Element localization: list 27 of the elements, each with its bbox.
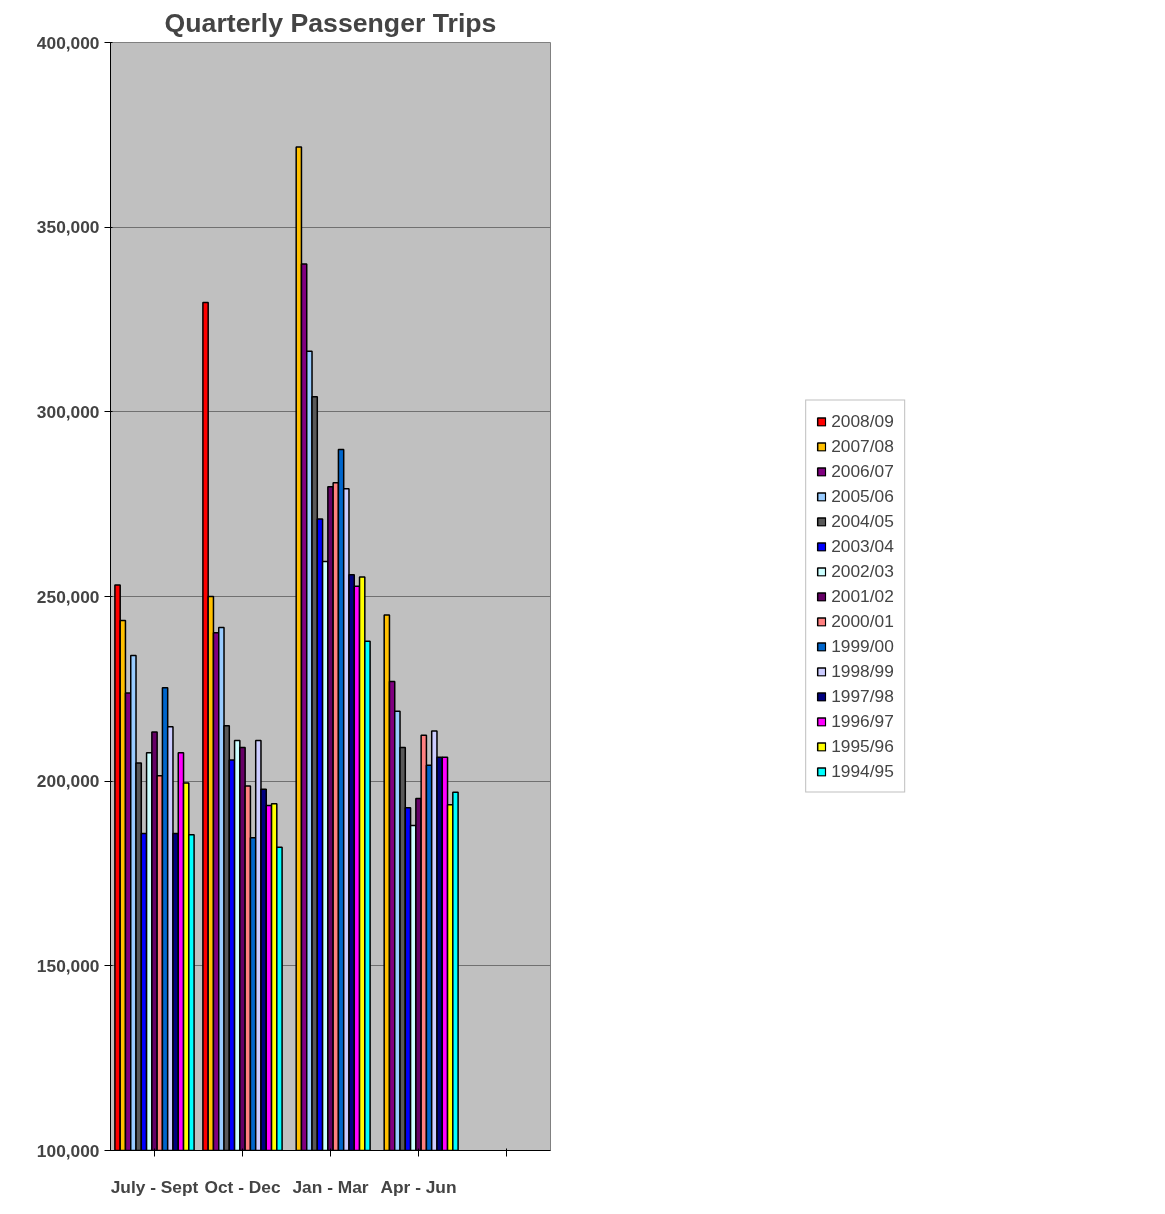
legend-label: 1996/97	[831, 710, 894, 732]
legend-label: 2007/08	[831, 435, 894, 457]
y-tick-label: 250,000	[36, 586, 100, 607]
legend-label: 2001/02	[831, 585, 894, 607]
y-tick-label: 100,000	[36, 1140, 100, 1161]
x-tick-label: July - Sept	[110, 1176, 199, 1197]
x-tick-label: Oct - Dec	[204, 1176, 281, 1197]
y-tick-label: 400,000	[36, 32, 100, 53]
y-tick-label: 300,000	[36, 401, 100, 422]
y-tick-label: 350,000	[36, 217, 100, 238]
x-tick-label: Apr - Jun	[380, 1176, 457, 1197]
legend-label: 2006/07	[831, 460, 894, 482]
legend-label: 1995/96	[831, 735, 894, 757]
x-tick-label: Jan - Mar	[292, 1176, 369, 1197]
legend-label: 1994/95	[831, 760, 894, 782]
legend-label: 2000/01	[831, 610, 894, 632]
y-tick-label: 150,000	[36, 955, 100, 976]
legend-label: 1998/99	[831, 660, 894, 682]
legend-label: 2002/03	[831, 560, 894, 582]
chart-title: Quarterly Passenger Trips	[164, 7, 497, 38]
legend-label: 2008/09	[831, 410, 894, 432]
legend-label: 1997/98	[831, 685, 894, 707]
y-tick-label: 200,000	[36, 771, 100, 792]
legend-label: 2004/05	[831, 510, 894, 532]
legend-label: 1999/00	[831, 635, 894, 657]
legend-label: 2005/06	[831, 485, 894, 507]
legend-label: 2003/04	[831, 535, 894, 557]
